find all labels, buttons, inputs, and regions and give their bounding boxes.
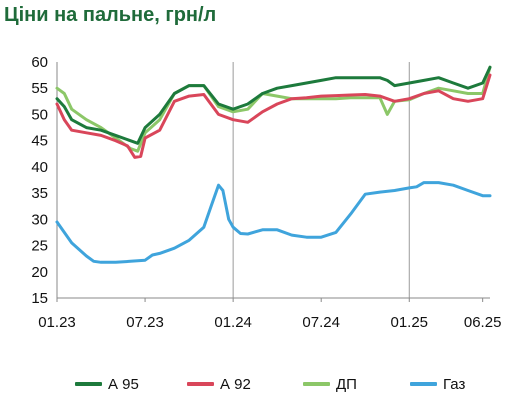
legend-swatch bbox=[410, 382, 437, 386]
x-tick-label: 06.25 bbox=[464, 314, 502, 331]
legend: А 95 А 92 ДП Газ bbox=[0, 371, 515, 397]
y-tick-label: 15 bbox=[31, 290, 48, 307]
y-tick-label: 60 bbox=[31, 54, 48, 71]
y-tick-label: 40 bbox=[31, 159, 48, 176]
y-tick-label: 30 bbox=[31, 211, 48, 228]
x-tick-labels: 01.23 07.23 01.24 07.24 01.25 06.25 bbox=[38, 298, 501, 331]
legend-item: ДП bbox=[303, 371, 357, 397]
y-tick-label: 20 bbox=[31, 264, 48, 281]
gridlines bbox=[232, 62, 410, 298]
chart-title: Ціни на пальне, грн/л bbox=[4, 4, 217, 26]
y-tick-label: 55 bbox=[31, 80, 48, 97]
x-tick-label: 07.23 bbox=[126, 314, 164, 331]
series-line-Газ bbox=[55, 181, 492, 264]
series-lines bbox=[55, 65, 492, 264]
y-tick-label: 25 bbox=[31, 238, 48, 255]
legend-label: А 95 bbox=[108, 375, 139, 393]
y-tick-labels: 15 20 25 30 35 40 45 50 55 60 bbox=[31, 54, 48, 307]
legend-item: Газ bbox=[410, 371, 465, 397]
legend-swatch bbox=[187, 382, 214, 386]
legend-swatch bbox=[303, 382, 330, 386]
series-line-А 95 bbox=[55, 65, 492, 145]
x-tick-label: 07.24 bbox=[302, 314, 340, 331]
y-tick-label: 50 bbox=[31, 106, 48, 123]
y-tick-label: 45 bbox=[31, 133, 48, 150]
legend-item: А 95 bbox=[75, 371, 139, 397]
legend-item: А 92 bbox=[187, 371, 251, 397]
series-line-А 92 bbox=[55, 73, 492, 159]
line-chart: 15 20 25 30 35 40 45 50 55 60 01.23 07.23 01.24 07.2… bbox=[31, 54, 501, 331]
x-tick-label: 01.25 bbox=[390, 314, 428, 331]
x-tick-label: 01.23 bbox=[38, 314, 76, 331]
x-tick-label: 01.24 bbox=[214, 314, 252, 331]
legend-label: А 92 bbox=[220, 375, 251, 393]
axes bbox=[56, 62, 490, 299]
legend-label: ДП bbox=[336, 375, 357, 393]
legend-swatch bbox=[75, 382, 102, 386]
legend-label: Газ bbox=[443, 375, 466, 393]
y-tick-label: 35 bbox=[31, 185, 48, 202]
